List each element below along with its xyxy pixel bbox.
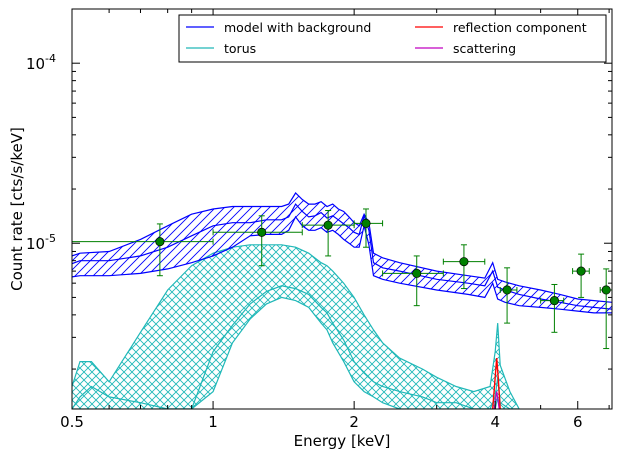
data-point-2: [323, 220, 333, 230]
legend-label-scattering: scattering: [453, 41, 516, 56]
data-point-0: [155, 237, 165, 247]
data-point-6: [502, 285, 512, 295]
data-point-5: [459, 257, 469, 267]
axis-ticks: 0.5 1 2 4 610-510-4: [26, 8, 612, 431]
legend: model with background reflection compone…: [178, 14, 607, 63]
reflection-line: [492, 358, 501, 409]
y-tick-label-base-1: 10: [26, 55, 45, 73]
legend-label-reflection: reflection component: [453, 20, 587, 35]
data-point-9: [601, 285, 611, 295]
series-layer: [72, 192, 612, 409]
x-tick-label-4: 6: [573, 413, 583, 431]
model-upper-line: [72, 192, 612, 303]
x-tick-label-2: 2: [349, 413, 359, 431]
x-tick-label-3: 4: [490, 413, 500, 431]
model-lower-line: [72, 215, 612, 314]
data-point-7: [549, 296, 559, 306]
torus-band-fill: [72, 244, 520, 409]
y-tick-label-exp-1: -4: [45, 52, 56, 65]
data-point-4: [412, 268, 422, 278]
y-tick-label-1: 10-4: [26, 52, 56, 73]
data-point-3: [361, 218, 371, 228]
legend-frame: [178, 14, 607, 63]
torus-middle-line: [72, 285, 520, 409]
legend-label-torus: torus: [224, 41, 256, 56]
torus-upper-line: [72, 244, 520, 409]
x-tick-label-1: 1: [208, 413, 218, 431]
y-tick-label-base-0: 10: [26, 235, 45, 253]
y-tick-label-exp-0: -5: [45, 232, 56, 245]
data-points-layer: [72, 208, 612, 350]
y-tick-label-0: 10-5: [26, 232, 56, 253]
x-axis-title: Energy [keV]: [294, 432, 391, 450]
data-point-1: [257, 227, 267, 237]
legend-label-model: model with background: [224, 20, 371, 35]
data-point-8: [576, 266, 586, 276]
plot-frame: [71, 8, 613, 410]
y-axis-title: Count rate [cts/s/keV]: [8, 127, 26, 291]
model-band-fill: [72, 193, 612, 313]
x-tick-label-0: 0.5: [60, 413, 84, 431]
torus-lower-line: [72, 296, 520, 409]
